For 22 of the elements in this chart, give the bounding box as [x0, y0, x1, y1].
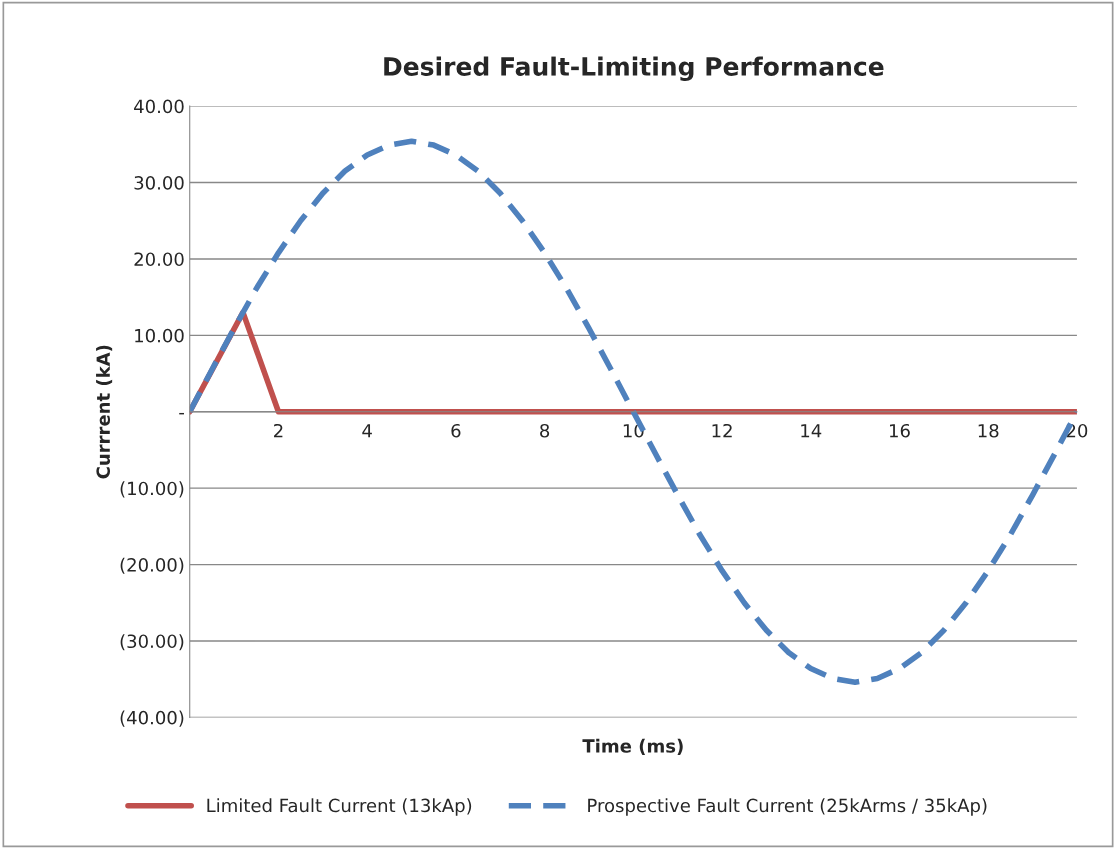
x-tick-label: 12	[712, 423, 732, 438]
y-axis-title: Currrent (kA)	[96, 345, 113, 479]
x-tick-label: 16	[889, 423, 910, 438]
legend-label: Limited Fault Current (13kAp)	[207, 798, 472, 816]
y-tick-label: (10.00)	[120, 481, 184, 498]
y-tick-label: 20.00	[134, 252, 184, 267]
y-tick-label: 10.00	[135, 328, 184, 343]
x-axis-title: Time (ms)	[582, 738, 683, 755]
x-tick-label: 8	[540, 423, 550, 438]
x-tick-label: 18	[978, 423, 999, 438]
y-tick-label: -	[179, 412, 184, 415]
x-tick-label: 14	[801, 424, 822, 438]
x-tick-label: 2	[274, 423, 283, 438]
legend-label: Prospective Fault Current (25kArms / 35kAp)	[588, 798, 987, 816]
y-tick-label: (30.00)	[120, 634, 184, 651]
y-tick-label: (20.00)	[120, 557, 184, 574]
x-tick-label: 6	[451, 423, 461, 438]
y-tick-label: (40.00)	[120, 710, 184, 727]
x-tick-label: 4	[362, 424, 372, 438]
chart-title: Desired Fault-Limiting Performance	[384, 56, 884, 81]
y-tick-label: 30.00	[134, 175, 184, 190]
y-tick-label: 40.00	[134, 99, 184, 114]
